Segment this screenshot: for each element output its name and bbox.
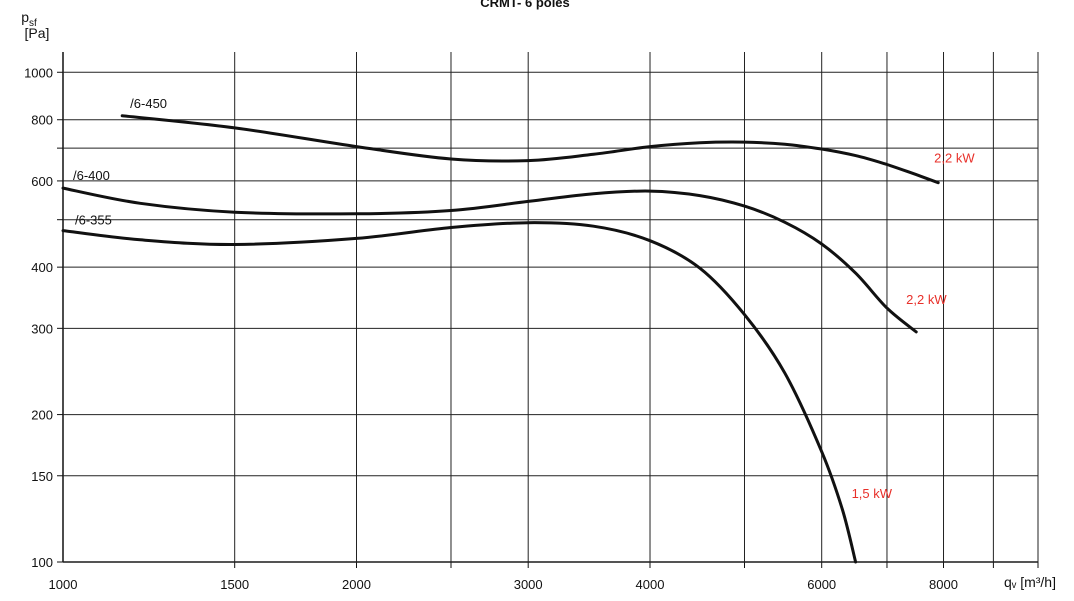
power-label: 2,2 kW: [906, 292, 947, 307]
y-axis-symbol: psf: [21, 9, 37, 29]
y-tick-label: 200: [31, 408, 53, 423]
x-tick-label: 2000: [342, 577, 371, 592]
x-tick-label: 4000: [636, 577, 665, 592]
y-tick-label: 1000: [24, 65, 53, 80]
y-tick-label: 800: [31, 113, 53, 128]
x-tick-label: 6000: [807, 577, 836, 592]
x-axis-label: qᵥ [m³/h]: [1004, 574, 1056, 590]
y-tick-label: 400: [31, 260, 53, 275]
tick-labels: 1000 1500 2000 3000 4000 6000 8000 100 150 200 300…: [24, 65, 958, 592]
x-tick-label: 1500: [220, 577, 249, 592]
x-tick-label: 8000: [929, 577, 958, 592]
y-axis-unit: [Pa]: [25, 25, 50, 41]
y-axis-symbol-main: p: [21, 9, 29, 25]
series-name-label: /6-450: [130, 96, 167, 111]
y-axis-symbol-sub: sf: [29, 18, 37, 29]
series-lines: [61, 114, 940, 564]
power-label: 1,5 kW: [852, 486, 893, 501]
y-tick-label: 150: [31, 469, 53, 484]
series-name-label: /6-355: [75, 213, 112, 228]
y-tick-label: 300: [31, 321, 53, 336]
y-tick-label: 600: [31, 174, 53, 189]
y-tick-label: 100: [31, 555, 53, 570]
grid: [57, 52, 1039, 568]
x-tick-label: 1000: [49, 577, 78, 592]
series-line: [61, 221, 858, 564]
chart-title: CRMT- 6 poles: [480, 0, 570, 10]
series-name-label: /6-400: [73, 168, 110, 183]
power-label: 2,2 kW: [934, 151, 975, 166]
series-labels: /6-450 2,2 kW/6-400 2,2 kW/6-355 1,5 kW: [73, 96, 975, 501]
series-line: [120, 114, 940, 185]
series-line: [61, 186, 918, 334]
x-tick-label: 3000: [514, 577, 543, 592]
